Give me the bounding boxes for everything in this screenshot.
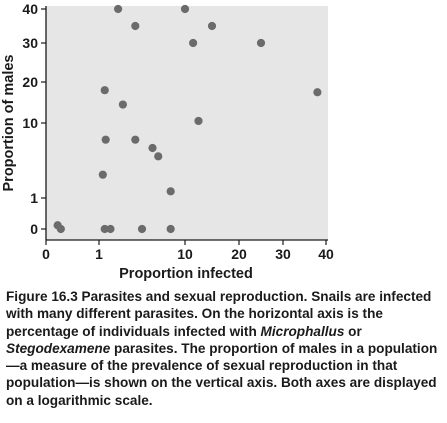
y-tick-label: 30 xyxy=(22,35,38,51)
y-tick-label: 10 xyxy=(22,115,38,131)
data-point xyxy=(180,4,190,14)
data-point xyxy=(100,224,109,234)
x-tick-label: 10 xyxy=(177,246,193,262)
caption-text-3: parasites. The proportion of males in a … xyxy=(6,340,438,408)
caption-text-1: Snails are infected with many different … xyxy=(6,289,432,339)
y-axis-ticks: 0 1 10 20 30 40 xyxy=(22,1,46,237)
figure-label: Figure 16.3 Parasites and sexual reprodu… xyxy=(6,289,308,304)
caption-genus-1: Microphallus xyxy=(260,323,345,339)
plot-area xyxy=(46,6,328,240)
data-point xyxy=(154,152,163,161)
data-point xyxy=(131,135,140,144)
data-points xyxy=(53,4,322,234)
data-point xyxy=(106,224,115,234)
x-tick-label: 20 xyxy=(231,246,247,262)
data-point xyxy=(166,187,175,196)
caption-genus-2: Stegodexamene xyxy=(6,340,111,356)
data-point xyxy=(194,116,203,126)
caption-text-2: or xyxy=(344,323,362,339)
data-point xyxy=(137,224,147,234)
data-point xyxy=(131,21,140,31)
x-axis-label: Proportion infected xyxy=(119,266,253,282)
y-tick-label: 20 xyxy=(22,74,38,90)
data-point xyxy=(166,224,175,234)
data-point xyxy=(189,38,198,48)
data-point xyxy=(101,135,110,144)
y-tick-label: 40 xyxy=(22,1,38,17)
y-tick-label: 0 xyxy=(30,221,38,237)
x-tick-label: 0 xyxy=(42,246,50,262)
data-point xyxy=(114,4,123,14)
data-point xyxy=(98,170,107,179)
scatter-chart: 0 1 10 20 30 40 0 1 10 20 30 40 Proportion infecte… xyxy=(1,1,334,282)
x-tick-label: 1 xyxy=(95,246,103,262)
figure-caption: Figure 16.3 Parasites and sexual reprodu… xyxy=(6,288,444,409)
y-axis-label: Proportion of males xyxy=(1,55,17,192)
data-point xyxy=(100,86,109,95)
x-axis-ticks: 0 1 10 20 30 40 xyxy=(42,240,334,262)
data-point xyxy=(148,143,157,153)
data-point xyxy=(118,100,127,109)
data-point xyxy=(207,21,217,31)
x-tick-label: 40 xyxy=(318,246,334,262)
data-point xyxy=(256,38,266,48)
x-tick-label: 30 xyxy=(275,246,291,262)
data-point xyxy=(56,224,65,234)
data-point xyxy=(313,88,322,97)
y-tick-label: 1 xyxy=(30,190,38,206)
